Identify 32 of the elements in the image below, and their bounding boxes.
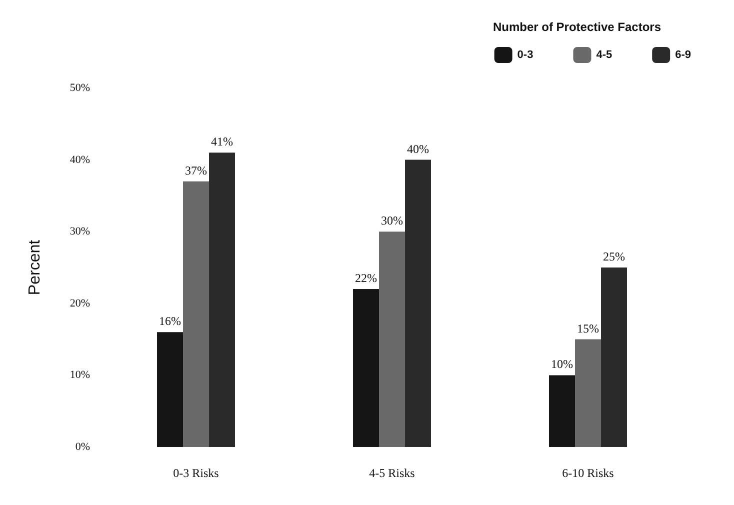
bar <box>157 332 183 447</box>
y-tick-label: 50% <box>70 82 90 94</box>
bar <box>209 152 235 447</box>
data-label: 25% <box>603 250 625 264</box>
bar <box>549 375 575 447</box>
data-label: 10% <box>551 357 573 372</box>
x-tick-label: 6-10 Risks <box>562 466 614 480</box>
data-label: 41% <box>211 134 233 149</box>
data-label: 40% <box>407 142 429 156</box>
data-label: 15% <box>577 321 599 336</box>
bar <box>575 339 601 447</box>
data-label: 30% <box>381 214 403 228</box>
bar <box>183 181 209 447</box>
bar <box>379 232 405 447</box>
data-label: 37% <box>185 163 207 178</box>
bar <box>353 289 379 447</box>
legend-title: Number of Protective Factors <box>492 20 662 34</box>
y-tick-label: 0% <box>75 441 90 453</box>
legend-label: 0-3 <box>517 49 534 61</box>
x-tick-label: 4-5 Risks <box>369 466 416 480</box>
data-label: 22% <box>355 271 377 286</box>
y-tick-label: 10% <box>70 369 90 382</box>
y-tick-label: 40% <box>70 154 90 166</box>
y-tick-label: 30% <box>70 226 90 238</box>
legend-label: 6-9 <box>675 49 692 61</box>
y-tick-label: 20% <box>70 297 90 310</box>
bar <box>601 268 627 447</box>
y-axis-title: Percent <box>26 239 44 296</box>
x-tick-label: 0-3 Risks <box>173 466 220 480</box>
legend-label: 4-5 <box>596 49 612 61</box>
data-label: 16% <box>159 314 181 328</box>
bar <box>405 160 431 447</box>
